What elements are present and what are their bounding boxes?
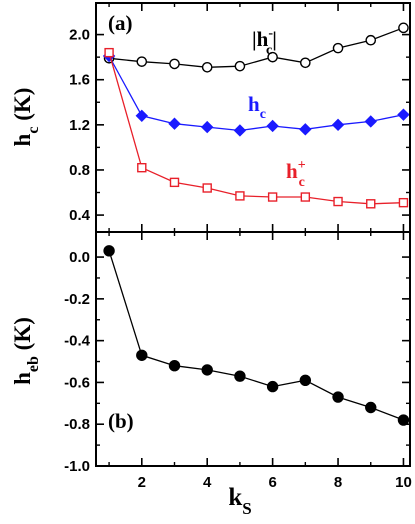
panel-b-xtick-label: 8 bbox=[334, 474, 342, 491]
series-hc-point bbox=[233, 124, 247, 137]
panel-b-ylabel: heb (K) bbox=[10, 317, 42, 385]
series-abs_hc_minus-point bbox=[332, 42, 344, 54]
series-hc-point bbox=[364, 115, 377, 128]
series-hc_plus-point bbox=[202, 183, 212, 193]
panel-a-plot: 0.4 0.8 1.2 1.6 2.0 |h-c| hc h+ c (a) hc (K) bbox=[10, 2, 411, 233]
series-hc-point bbox=[135, 109, 148, 123]
series-hc-point bbox=[397, 108, 410, 121]
series-heb-point bbox=[136, 349, 148, 361]
series-abs_hc_minus-point bbox=[136, 56, 148, 67]
series-hc_plus-point bbox=[235, 191, 245, 201]
panel-b-ticks: 0.0 -0.2 -0.4 -0.6 -0.8 -1.0 2 4 6 8 10 bbox=[64, 232, 412, 491]
series-heb-point bbox=[266, 380, 279, 393]
panel-a-ylabel: hc (K) bbox=[10, 88, 42, 147]
series-hc-point bbox=[168, 117, 181, 130]
series-hc_plus-point bbox=[300, 192, 311, 202]
series-heb-point bbox=[299, 374, 312, 387]
panel-b-ytick-label: 0.0 bbox=[69, 249, 90, 266]
series-hc_plus-point bbox=[398, 197, 409, 208]
series-hc_plus-point bbox=[333, 196, 343, 207]
series-label-hc_plus: h+ c bbox=[286, 158, 306, 190]
series-heb-point bbox=[365, 401, 377, 414]
panel-b-xlabel: kS bbox=[228, 484, 251, 518]
panel-b-ytick-label: -0.6 bbox=[64, 374, 90, 391]
panel-b-label: (b) bbox=[108, 409, 134, 433]
panel-b-ytick-label: -0.2 bbox=[64, 291, 90, 308]
panel-b-ytick-label: -0.8 bbox=[64, 416, 90, 433]
series-heb-point bbox=[397, 414, 410, 426]
series-abs_hc_minus-point bbox=[398, 22, 409, 34]
series-heb bbox=[103, 245, 410, 426]
series-abs_hc_minus-point bbox=[300, 57, 311, 69]
series-hc_plus bbox=[104, 47, 409, 209]
panel-b-xtick-label: 6 bbox=[268, 474, 276, 491]
panel-b-frame bbox=[95, 231, 411, 467]
series-abs_hc_minus-point bbox=[169, 58, 180, 70]
series-hc_plus-point bbox=[137, 162, 147, 173]
panel-a-label: (a) bbox=[108, 11, 133, 35]
series-hc_plus-point bbox=[169, 177, 180, 188]
series-heb-point bbox=[168, 360, 181, 372]
panel-a-ytick-label: 0.8 bbox=[69, 162, 90, 179]
series-hc_plus-point bbox=[104, 47, 114, 58]
series-abs_hc_minus bbox=[103, 22, 409, 73]
series-heb-line bbox=[108, 250, 404, 421]
series-heb-point bbox=[234, 370, 246, 382]
panel-b-xtick-label: 4 bbox=[203, 474, 212, 491]
panel-b-plot: 0.0 -0.2 -0.4 -0.6 -0.8 -1.0 2 4 6 8 10 (b) heb (K) k… bbox=[10, 231, 412, 518]
series-heb-point bbox=[201, 364, 213, 376]
panel-a-ytick-label: 0.4 bbox=[69, 207, 91, 224]
panel-b-xtick-label: 10 bbox=[395, 474, 412, 491]
series-abs_hc_minus-line bbox=[109, 27, 404, 68]
series-hc_plus-point bbox=[267, 192, 278, 202]
series-hc-point bbox=[266, 119, 279, 133]
series-abs_hc_minus-point bbox=[365, 34, 377, 46]
panel-a-ytick-label: 2.0 bbox=[69, 27, 90, 44]
series-heb-point bbox=[103, 245, 115, 257]
panel-a-ytick-label: 1.2 bbox=[69, 117, 90, 134]
series-hc-point bbox=[201, 120, 214, 134]
panel-a-ytick-label: 1.6 bbox=[69, 72, 90, 89]
panel-b-ytick-label: -1.0 bbox=[64, 458, 90, 475]
series-hc_plus-line bbox=[108, 52, 404, 205]
series-abs_hc_minus-point bbox=[267, 51, 278, 63]
panel-b-xtick-label: 2 bbox=[138, 474, 146, 491]
panel-b-ytick-label: -0.4 bbox=[64, 333, 91, 350]
series-hc-point bbox=[299, 123, 312, 136]
series-hc-line bbox=[108, 55, 404, 132]
series-abs_hc_minus-point bbox=[201, 62, 213, 73]
series-abs_hc_minus-point bbox=[234, 60, 246, 72]
series-hc_plus-point bbox=[366, 199, 376, 209]
series-label-hc: hc bbox=[248, 92, 266, 122]
panel-a-ticks: 0.4 0.8 1.2 1.6 2.0 bbox=[69, 3, 410, 232]
series-hc-point bbox=[331, 118, 345, 132]
series-heb-point bbox=[332, 391, 344, 403]
series-label-abs_hc_minus: |h-c| bbox=[252, 26, 277, 58]
